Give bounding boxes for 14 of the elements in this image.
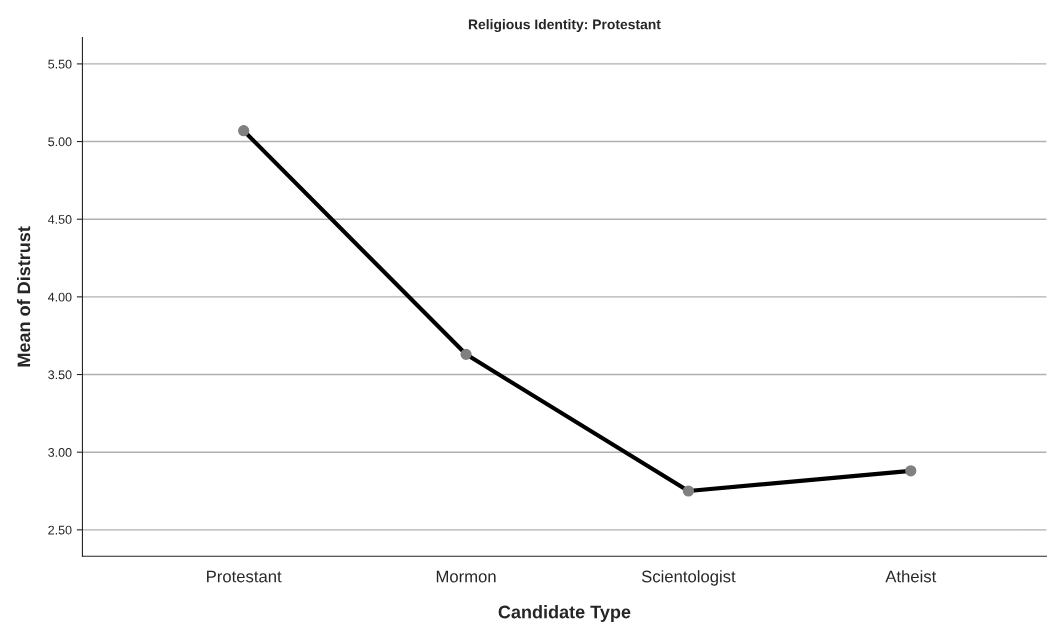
x-axis-title: Candidate Type bbox=[498, 605, 631, 622]
y-axis-title: Mean of Distrust bbox=[16, 226, 31, 367]
y-tick-label: 4.50 bbox=[47, 215, 72, 224]
chart-title: Religious Identity: Protestant bbox=[468, 19, 661, 33]
x-tick-label: Mormon bbox=[436, 570, 496, 583]
y-tick-label: 5.50 bbox=[48, 59, 72, 69]
x-tick-label: Scientologist bbox=[641, 570, 736, 586]
y-tick-label: 3.00 bbox=[48, 447, 72, 457]
x-tick-label: Protestant bbox=[207, 570, 282, 583]
y-tick-label: 5.00 bbox=[48, 137, 72, 147]
y-tick-label: 3.50 bbox=[48, 370, 72, 380]
y-tick-label: 2.50 bbox=[48, 525, 72, 535]
x-tick-label: Atheist bbox=[885, 570, 937, 583]
y-tick-label: 4.00 bbox=[47, 292, 72, 302]
